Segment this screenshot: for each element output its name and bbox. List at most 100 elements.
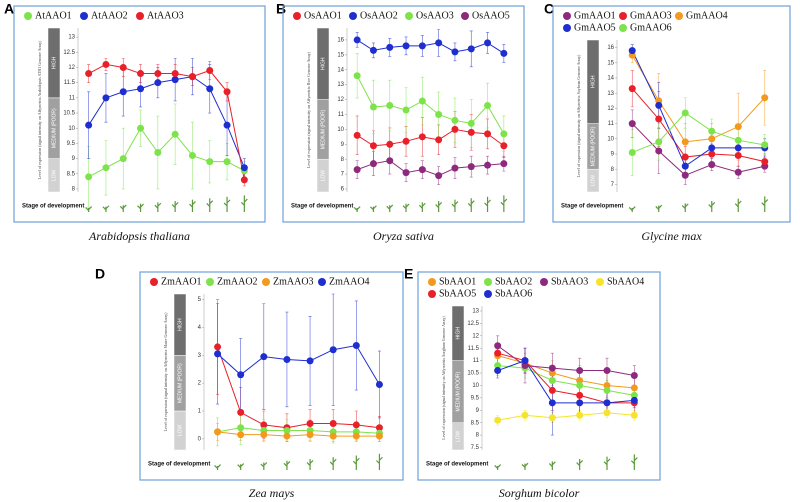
- data-point: [630, 396, 638, 404]
- data-point: [500, 160, 508, 168]
- data-point: [137, 70, 145, 78]
- data-point: [708, 161, 716, 169]
- data-point: [451, 125, 459, 133]
- legend-marker: [206, 278, 214, 286]
- data-point: [206, 158, 214, 166]
- legend-label: OsAAO2: [360, 10, 398, 21]
- legend-marker: [619, 12, 627, 20]
- legend-label: OsAAO3: [416, 10, 454, 21]
- y-tick-label: 11.5: [468, 346, 480, 352]
- data-point: [206, 67, 214, 75]
- expression-band: [47, 27, 61, 99]
- series-line: [356, 39, 505, 54]
- series-line: [217, 431, 380, 437]
- stage-icon: [137, 203, 144, 212]
- caption: Oryza sativa: [373, 229, 434, 243]
- y-tick-label: 9: [611, 152, 615, 158]
- data-point: [628, 47, 636, 55]
- caption: Arabidopsis thaliana: [88, 229, 190, 243]
- stage-icon: [494, 464, 502, 470]
- data-point: [628, 85, 636, 93]
- data-point: [260, 353, 268, 361]
- series-line: [217, 346, 380, 429]
- data-point: [119, 155, 127, 163]
- data-point: [484, 161, 492, 169]
- data-point: [451, 164, 459, 172]
- series-line: [497, 365, 635, 396]
- data-point: [576, 367, 584, 375]
- data-point: [306, 431, 314, 439]
- data-point: [451, 116, 459, 124]
- legend-label: SbAAO1: [439, 276, 476, 287]
- data-point: [223, 121, 231, 129]
- y-tick-label: 7: [611, 182, 615, 188]
- data-point: [603, 386, 611, 394]
- data-point: [369, 103, 377, 111]
- data-point: [576, 411, 584, 419]
- data-point: [418, 166, 426, 174]
- series-line: [356, 128, 505, 147]
- data-point: [548, 414, 556, 422]
- y-tick-label: 9: [341, 142, 345, 148]
- data-point: [283, 355, 291, 363]
- data-point: [451, 48, 459, 56]
- data-point: [154, 79, 162, 87]
- stage-icon: [85, 206, 93, 212]
- data-point: [102, 164, 110, 172]
- band-label: MEDIUM (POOR): [590, 126, 596, 166]
- data-point: [576, 391, 584, 399]
- stage-icon: [329, 457, 337, 470]
- data-point: [386, 140, 394, 148]
- legend-marker: [484, 290, 492, 298]
- legend-label: GmAAO4: [686, 10, 728, 21]
- stage-icon: [376, 453, 383, 470]
- data-point: [603, 367, 611, 375]
- data-point: [548, 364, 556, 372]
- caption: Zea mays: [249, 486, 295, 500]
- panel-frame: [417, 271, 661, 481]
- data-point: [260, 421, 268, 429]
- data-point: [119, 88, 127, 96]
- legend-label: GmAAO6: [630, 22, 672, 33]
- stage-icon: [102, 205, 110, 212]
- data-point: [329, 420, 337, 428]
- data-point: [467, 45, 475, 53]
- stage-icon: [353, 206, 361, 212]
- data-point: [188, 152, 196, 160]
- data-point: [494, 349, 502, 357]
- legend-marker: [461, 12, 469, 20]
- stage-icon: [240, 195, 248, 212]
- expression-band: [451, 305, 465, 361]
- data-point: [435, 136, 443, 144]
- data-point: [223, 88, 231, 96]
- stage-icon: [418, 202, 426, 212]
- band-label: LOW: [51, 169, 57, 181]
- data-point: [655, 147, 663, 155]
- caption: Sorghum bicolor: [499, 486, 580, 500]
- data-point: [734, 144, 742, 152]
- data-point: [761, 158, 769, 166]
- data-point: [188, 73, 196, 81]
- data-point: [154, 70, 162, 78]
- y-tick-label: 10: [337, 127, 344, 133]
- data-point: [353, 72, 361, 80]
- y-tick-label: 8: [476, 433, 480, 439]
- data-point: [761, 94, 769, 102]
- y-axis-label: Level of expression (signal intensity on…: [441, 316, 446, 440]
- data-point: [402, 169, 410, 177]
- y-tick-label: 5: [198, 297, 202, 303]
- y-tick-label: 8: [611, 167, 615, 173]
- y-tick-label: 10.5: [467, 371, 479, 377]
- y-tick-label: 11: [473, 358, 480, 364]
- data-point: [708, 150, 716, 158]
- y-tick-label: 16: [607, 45, 614, 51]
- legend-marker: [428, 290, 436, 298]
- y-tick-label: 11: [608, 121, 615, 127]
- y-tick-label: 14: [337, 67, 344, 73]
- legend-marker: [596, 278, 604, 286]
- legend-marker: [428, 278, 436, 286]
- data-point: [283, 432, 291, 440]
- data-point: [171, 76, 179, 84]
- data-point: [402, 137, 410, 145]
